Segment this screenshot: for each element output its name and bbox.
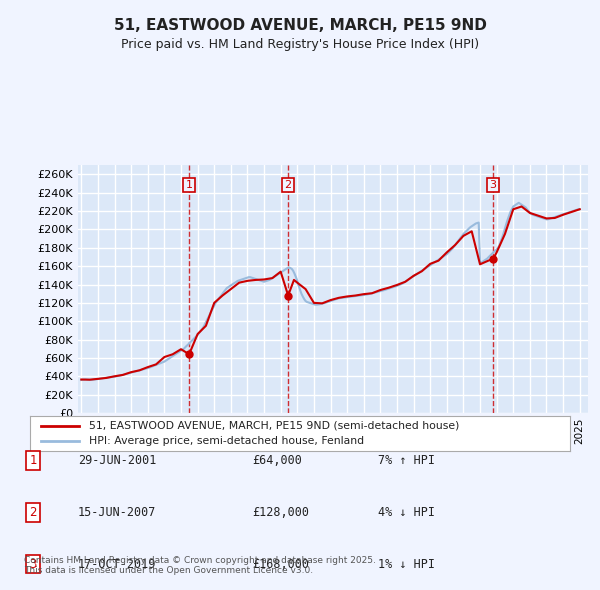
Text: 51, EASTWOOD AVENUE, MARCH, PE15 9ND: 51, EASTWOOD AVENUE, MARCH, PE15 9ND — [113, 18, 487, 32]
Text: 7% ↑ HPI: 7% ↑ HPI — [378, 454, 435, 467]
Text: 3: 3 — [490, 180, 497, 190]
Text: 1% ↓ HPI: 1% ↓ HPI — [378, 558, 435, 571]
Text: 3: 3 — [29, 558, 37, 571]
Text: 15-JUN-2007: 15-JUN-2007 — [78, 506, 157, 519]
Text: 17-OCT-2019: 17-OCT-2019 — [78, 558, 157, 571]
Text: Contains HM Land Registry data © Crown copyright and database right 2025.
This d: Contains HM Land Registry data © Crown c… — [24, 556, 376, 575]
Text: 1: 1 — [29, 454, 37, 467]
Text: £128,000: £128,000 — [252, 506, 309, 519]
Text: £168,000: £168,000 — [252, 558, 309, 571]
Text: 2: 2 — [29, 506, 37, 519]
Text: £64,000: £64,000 — [252, 454, 302, 467]
Text: 4% ↓ HPI: 4% ↓ HPI — [378, 506, 435, 519]
Text: Price paid vs. HM Land Registry's House Price Index (HPI): Price paid vs. HM Land Registry's House … — [121, 38, 479, 51]
Text: 29-JUN-2001: 29-JUN-2001 — [78, 454, 157, 467]
Text: 51, EASTWOOD AVENUE, MARCH, PE15 9ND (semi-detached house): 51, EASTWOOD AVENUE, MARCH, PE15 9ND (se… — [89, 421, 460, 431]
Text: 1: 1 — [185, 180, 193, 190]
Text: HPI: Average price, semi-detached house, Fenland: HPI: Average price, semi-detached house,… — [89, 437, 365, 447]
Text: 2: 2 — [284, 180, 292, 190]
